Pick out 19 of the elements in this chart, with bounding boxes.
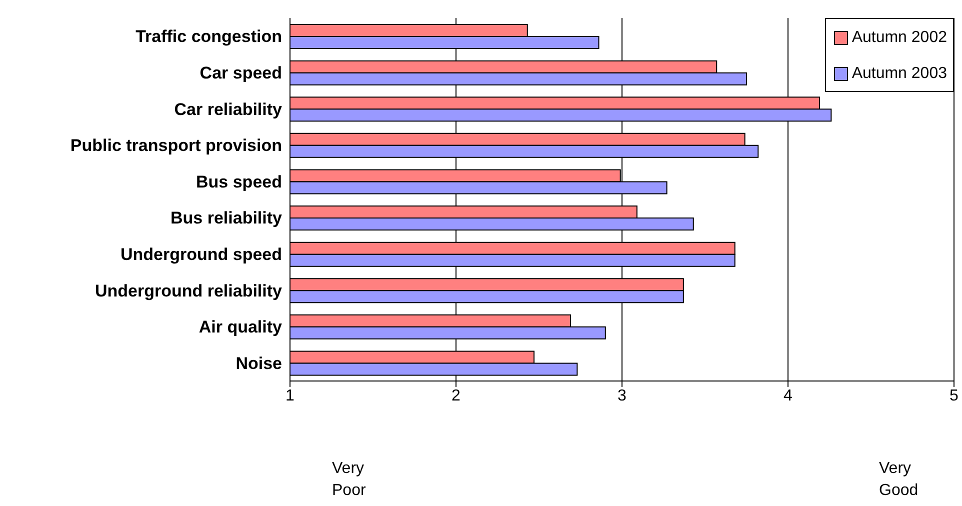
x-tick-label: 2 [452,387,461,404]
axis-end-caption: Very Poor [332,459,367,501]
x-tick-label: 1 [286,387,295,404]
y-tick-label: Car reliability [174,100,283,119]
x-tick-label: 4 [784,387,793,404]
y-tick-label: Underground reliability [94,281,283,300]
y-tick-label: Car speed [200,63,282,82]
y-tick-label: Bus reliability [170,208,283,228]
y-tick-label: Noise [236,354,282,373]
x-tick-label: 3 [618,387,627,404]
y-tick-label: Bus speed [196,172,282,192]
y-tick-label: Underground speed [120,244,282,264]
legend-label: Autumn 2002 [852,29,947,47]
legend-label: Autumn 2003 [852,65,947,83]
y-tick-label: Traffic congestion [136,27,282,46]
y-tick-label: Public transport provision [70,136,282,156]
axis-end-caption: Very Good [879,459,920,501]
x-tick-label: 5 [950,387,959,404]
y-tick-label: Air quality [198,318,283,337]
